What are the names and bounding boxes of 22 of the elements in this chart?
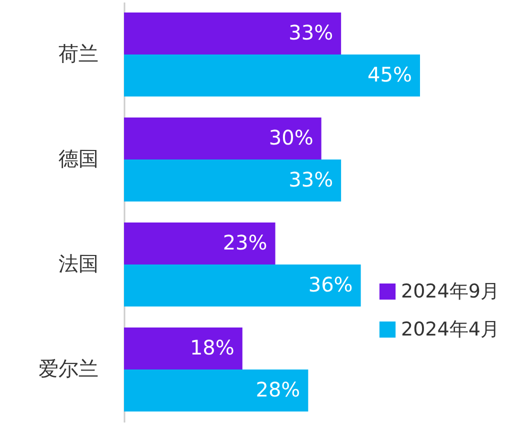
data-label: 18% [190,336,234,360]
bar [124,160,342,202]
data-label: 23% [222,230,268,254]
data-label: 28% [256,378,300,402]
bar [124,264,361,306]
data-label: 36% [308,272,353,296]
bar [124,222,276,264]
bar [124,12,342,54]
bar [124,370,308,412]
data-label: 33% [288,168,334,192]
y-tick-label: 爱尔兰 [38,356,98,380]
legend-label: 2024年9月 [401,280,500,302]
bar [124,118,322,160]
data-label: 30% [268,126,314,150]
bar [124,328,242,370]
y-tick-label: 荷兰 [58,42,98,66]
legend-label: 2024年4月 [401,318,500,340]
y-tick-label: 德国 [58,146,98,170]
data-label: 33% [288,20,334,44]
data-label: 45% [368,62,412,86]
bar [124,54,420,96]
y-tick-label: 法国 [58,252,98,276]
